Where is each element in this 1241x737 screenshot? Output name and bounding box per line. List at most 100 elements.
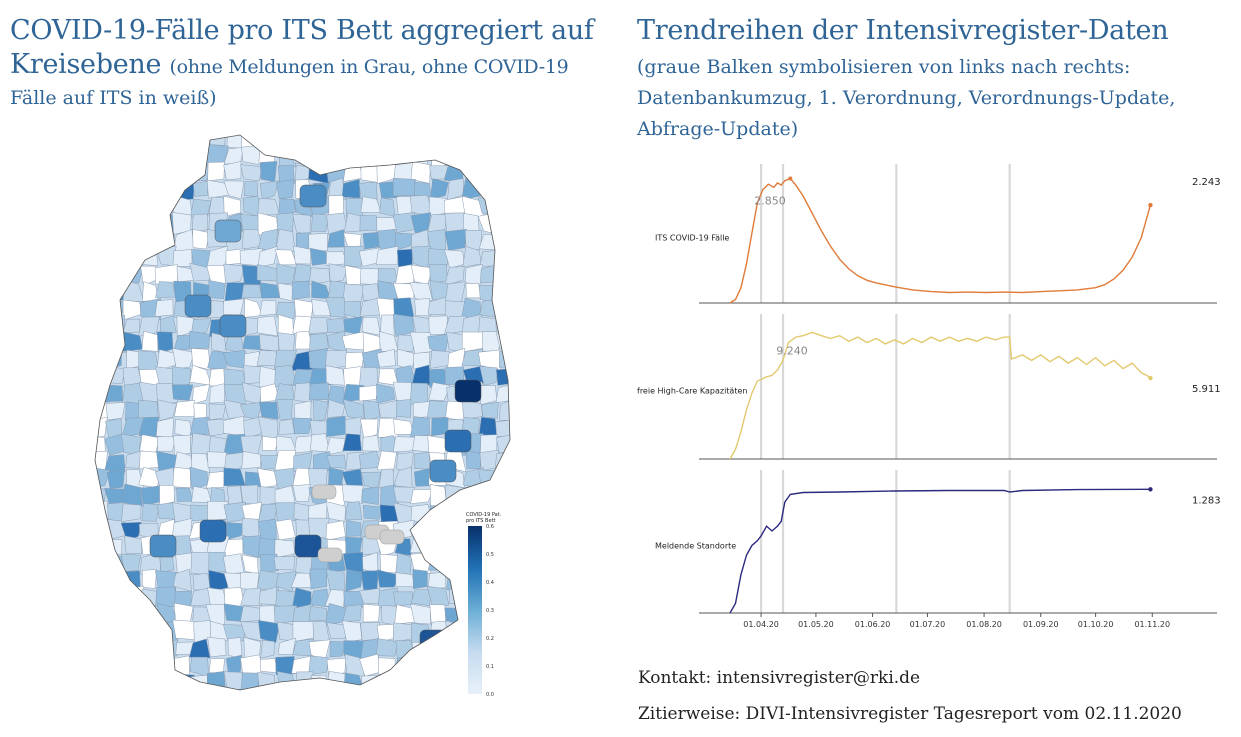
map-district bbox=[295, 671, 314, 690]
map-district bbox=[360, 570, 379, 592]
map-district bbox=[240, 164, 263, 182]
map-legend: COVID-19 Pat. pro ITS Bett 0.6 0.5 0.4 0.3 0… bbox=[466, 512, 526, 702]
map-district bbox=[308, 267, 331, 285]
map-district bbox=[410, 672, 432, 690]
map-district bbox=[482, 161, 501, 182]
map-district bbox=[155, 195, 176, 213]
map-district bbox=[395, 572, 415, 588]
map-district bbox=[190, 551, 211, 575]
map-district bbox=[241, 451, 262, 470]
map-district bbox=[359, 384, 379, 402]
map-district bbox=[156, 349, 178, 372]
map-district bbox=[429, 483, 447, 508]
map-district bbox=[329, 688, 344, 690]
map-district bbox=[325, 520, 346, 541]
map-district bbox=[137, 245, 159, 266]
map-district bbox=[293, 245, 312, 265]
map-district bbox=[325, 135, 344, 149]
map-district bbox=[498, 351, 510, 368]
footer-contact: Kontakt: intensivregister@rki.de bbox=[638, 668, 921, 688]
map-district bbox=[95, 162, 108, 179]
germany-district-map bbox=[90, 130, 520, 710]
map-district bbox=[121, 503, 142, 523]
map-district bbox=[362, 505, 383, 520]
map-district bbox=[156, 135, 177, 146]
series-peak-point bbox=[788, 176, 793, 181]
map-district bbox=[428, 315, 448, 336]
map-district bbox=[120, 658, 144, 676]
map-district bbox=[226, 485, 243, 505]
map-district bbox=[120, 229, 141, 251]
map-district bbox=[156, 399, 177, 421]
map-district bbox=[208, 403, 227, 421]
map-district bbox=[159, 315, 177, 336]
map-district bbox=[478, 469, 501, 490]
map-district bbox=[156, 436, 177, 452]
map-district bbox=[375, 245, 399, 266]
map-district bbox=[191, 453, 211, 473]
map-district bbox=[414, 451, 431, 470]
map-district bbox=[446, 672, 468, 690]
map-district bbox=[275, 228, 296, 252]
map-district bbox=[392, 282, 415, 301]
map-district bbox=[325, 501, 346, 522]
map-district bbox=[222, 553, 245, 574]
map-district bbox=[105, 135, 126, 146]
map-district bbox=[104, 688, 124, 690]
map-district bbox=[105, 709, 126, 710]
map-district bbox=[207, 451, 228, 468]
map-district bbox=[396, 334, 415, 352]
map-district bbox=[239, 572, 260, 591]
map-district bbox=[311, 688, 330, 690]
map-district bbox=[223, 467, 246, 486]
map-district bbox=[516, 469, 520, 485]
map-district-high bbox=[419, 629, 447, 653]
legend-colorbar bbox=[468, 526, 482, 694]
legend-title: COVID-19 Pat. pro ITS Bett bbox=[466, 512, 516, 524]
map-district bbox=[154, 299, 174, 317]
left-title-main: Kreisebene bbox=[10, 49, 162, 80]
map-district bbox=[103, 454, 126, 473]
map-district bbox=[95, 620, 110, 642]
map-district bbox=[479, 249, 501, 267]
map-district bbox=[445, 521, 465, 540]
map-district-high bbox=[444, 429, 472, 453]
map-district bbox=[95, 500, 110, 524]
map-district bbox=[444, 484, 465, 504]
map-district bbox=[276, 399, 293, 420]
map-district bbox=[240, 605, 262, 622]
map-district bbox=[345, 451, 364, 471]
map-district bbox=[308, 606, 328, 622]
map-district bbox=[396, 399, 412, 418]
x-tick-label: 01.08.20 bbox=[966, 620, 1002, 629]
map-district bbox=[140, 657, 160, 675]
map-district bbox=[155, 675, 176, 690]
map-district bbox=[292, 484, 311, 502]
map-district bbox=[444, 620, 468, 642]
map-district bbox=[513, 195, 520, 218]
map-district bbox=[139, 162, 161, 184]
map-district bbox=[120, 620, 145, 640]
map-district bbox=[362, 434, 380, 452]
map-district bbox=[410, 689, 432, 690]
map-district bbox=[376, 569, 399, 588]
map-district bbox=[189, 262, 212, 282]
map-district bbox=[308, 135, 329, 148]
map-district bbox=[274, 135, 297, 149]
map-district bbox=[259, 161, 278, 183]
legend-tick: 0.2 bbox=[486, 636, 494, 642]
map-district bbox=[362, 400, 381, 421]
map-district bbox=[325, 569, 345, 593]
map-district bbox=[461, 135, 482, 151]
map-district bbox=[138, 689, 159, 690]
map-district bbox=[309, 333, 329, 352]
map-district bbox=[123, 605, 144, 625]
series-end-point bbox=[1148, 375, 1153, 381]
map-district bbox=[311, 298, 331, 317]
map-district bbox=[279, 709, 294, 710]
map-district-high bbox=[149, 534, 177, 558]
right-title-line3: Datenbankumzug, 1. Verordnung, Verordnun… bbox=[637, 87, 1176, 109]
series-peak-label: 2.850 bbox=[754, 195, 786, 208]
legend-tick: 0.0 bbox=[486, 692, 494, 698]
map-district bbox=[410, 489, 434, 504]
